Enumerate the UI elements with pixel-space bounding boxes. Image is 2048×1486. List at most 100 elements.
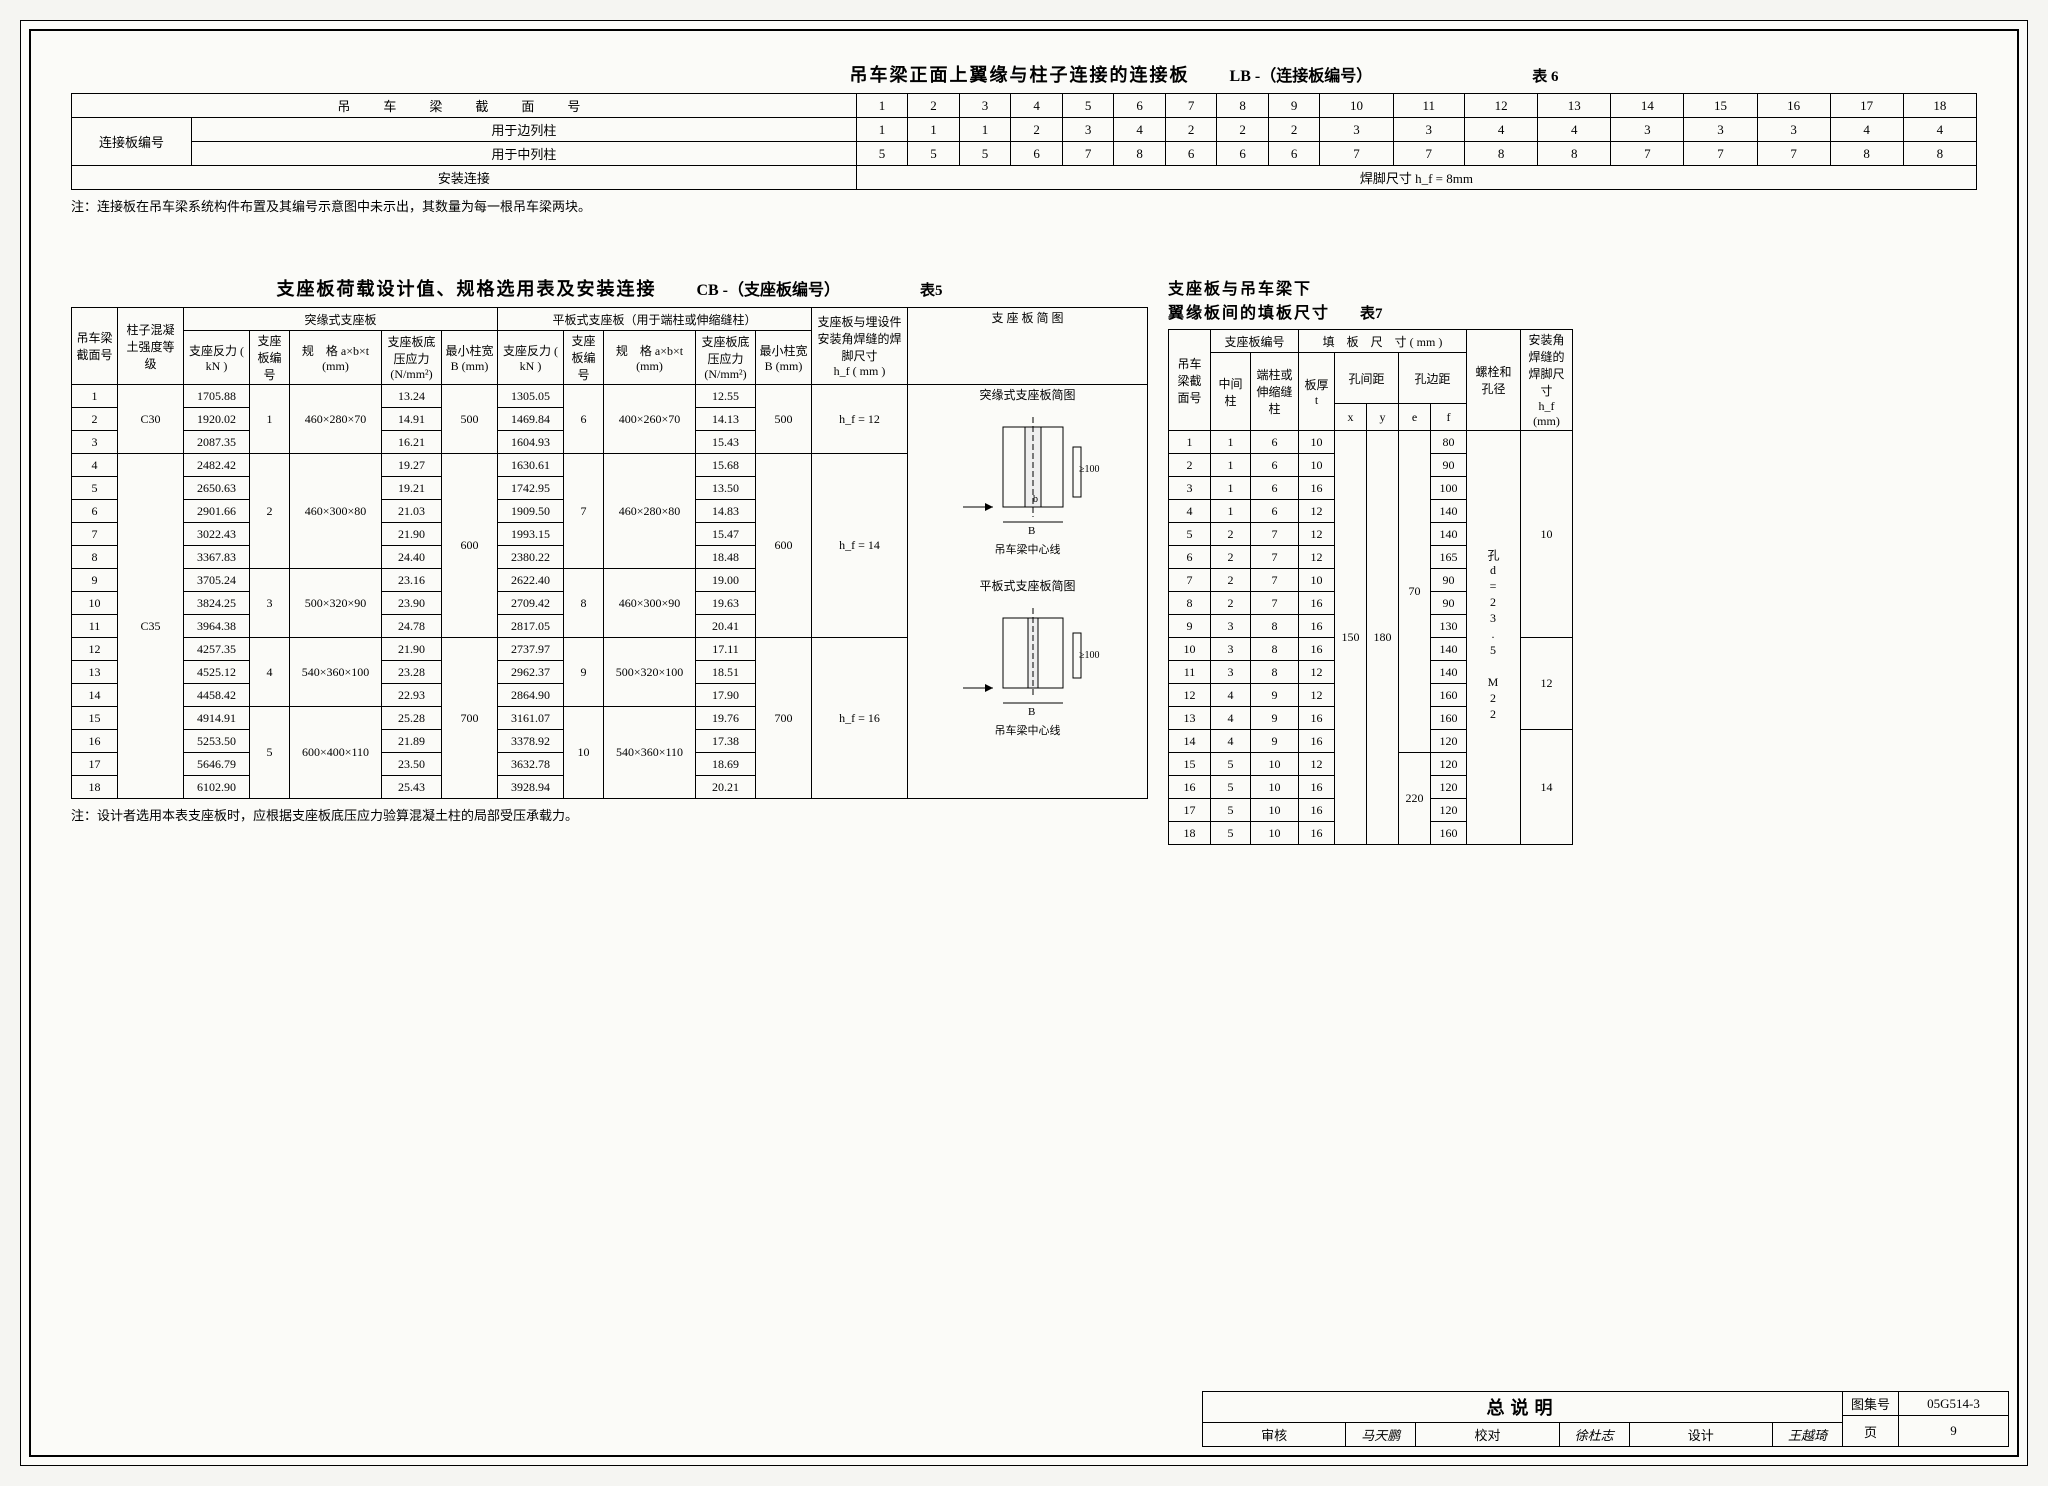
cell: 9 <box>1169 615 1211 638</box>
h-c0: 吊车梁截面号 <box>72 308 118 385</box>
cell: 17 <box>72 753 118 776</box>
cell: 1469.84 <box>498 408 564 431</box>
cell: 6102.90 <box>184 776 250 799</box>
cell: 8 <box>1465 142 1538 166</box>
cell: h_f = 14 <box>812 454 908 638</box>
cell: 1909.50 <box>498 500 564 523</box>
cell: 6 <box>1165 142 1217 166</box>
cell: 7 <box>1062 142 1114 166</box>
h: 支座板编号 <box>1211 330 1299 353</box>
cell: 500×320×100 <box>604 638 696 707</box>
cell: 6 <box>1217 142 1269 166</box>
cell: 5 <box>856 142 908 166</box>
cell: 140 <box>1431 638 1467 661</box>
t6-leftlabel: 连接板编号 <box>72 118 192 166</box>
cell: 3 <box>1320 118 1393 142</box>
cell: 10 <box>1251 822 1299 845</box>
cell: 1305.05 <box>498 385 564 408</box>
cell: 11 <box>72 615 118 638</box>
cell: 19.00 <box>696 569 756 592</box>
cell: 7 <box>1165 94 1217 118</box>
table-row: 用于中列柱 555678666778877788 <box>72 142 1977 166</box>
cell: 8 <box>1217 94 1269 118</box>
cell: 12 <box>1299 661 1335 684</box>
cell: 21.90 <box>382 638 442 661</box>
cell: 5646.79 <box>184 753 250 776</box>
cell: 120 <box>1431 776 1467 799</box>
cell: 王越琦 <box>1772 1423 1842 1447</box>
cell: 6 <box>1251 454 1299 477</box>
cell: 孔d=23.5 M22 <box>1467 431 1521 845</box>
cell: 4914.91 <box>184 707 250 730</box>
cell: 7 <box>1251 592 1299 615</box>
atlas-label: 图集号 <box>1842 1392 1898 1416</box>
cell: 2482.42 <box>184 454 250 477</box>
cell: 18 <box>1169 822 1211 845</box>
diag2-label: 吊车梁中心线 <box>911 722 1144 738</box>
cell: 500×320×90 <box>290 569 382 638</box>
h: 端柱或伸缩缝柱 <box>1251 353 1299 431</box>
t6-r3value: 焊脚尺寸 h_f = 8mm <box>856 166 1976 190</box>
cell: 500 <box>756 385 812 454</box>
cell: 4 <box>1903 118 1976 142</box>
cell: 12 <box>1521 638 1573 730</box>
cell: 460×280×70 <box>290 385 382 454</box>
cell: 17 <box>1169 799 1211 822</box>
cell: 7 <box>1393 142 1465 166</box>
cell: 7 <box>1320 142 1393 166</box>
cell: 17 <box>1830 94 1903 118</box>
cell: 14 <box>1611 94 1684 118</box>
page-num: 9 <box>1899 1416 2009 1447</box>
cell: 6 <box>1114 94 1166 118</box>
table-row: 总说明 图集号 05G514-3 <box>1202 1392 2008 1416</box>
cell: 2737.97 <box>498 638 564 661</box>
cell: 2 <box>1217 118 1269 142</box>
cell: 460×280×80 <box>604 454 696 569</box>
h-g2: 平板式支座板（用于端柱或伸缩缝柱） <box>498 308 812 331</box>
h: 板厚 t <box>1299 353 1335 431</box>
h: 支座板底压应力 (N/mm²) <box>382 331 442 385</box>
cell: 15.43 <box>696 431 756 454</box>
cell: 2864.90 <box>498 684 564 707</box>
cell: 500 <box>442 385 498 454</box>
h: 规 格 a×b×t (mm) <box>604 331 696 385</box>
table7: 吊车梁截面号 支座板编号 填 板 尺 寸 ( mm ) 螺栓和孔径 安装角焊缝的… <box>1168 329 1573 845</box>
cell: 10 <box>1251 776 1299 799</box>
cell: 4525.12 <box>184 661 250 684</box>
cell: 16 <box>1169 776 1211 799</box>
cell: 1920.02 <box>184 408 250 431</box>
cell: 180 <box>1367 431 1399 845</box>
cell: 7 <box>1757 142 1830 166</box>
cell: 540×360×100 <box>290 638 382 707</box>
cell: 23.28 <box>382 661 442 684</box>
table7-title-l2: 翼缘板间的填板尺寸 <box>1168 299 1330 323</box>
cell: 3705.24 <box>184 569 250 592</box>
cell: 18.69 <box>696 753 756 776</box>
cell: 140 <box>1431 523 1467 546</box>
cell: 2 <box>1268 118 1320 142</box>
cell: 12.55 <box>696 385 756 408</box>
cell: 1 <box>1169 431 1211 454</box>
cell: 1630.61 <box>498 454 564 477</box>
footer-table: 总说明 图集号 05G514-3 页 9 审核 马天鹏 校对 徐杜志 设计 王越… <box>1202 1391 2009 1447</box>
cell: 3378.92 <box>498 730 564 753</box>
cell: 3 <box>1211 638 1251 661</box>
cell: 19.21 <box>382 477 442 500</box>
cell: 12 <box>1299 500 1335 523</box>
cell: 5 <box>908 142 960 166</box>
cell: 8 <box>1538 142 1611 166</box>
svg-text:≥100: ≥100 <box>1079 464 1100 475</box>
cell: 10 <box>1251 799 1299 822</box>
table7-title-l1: 支座板与吊车梁下 <box>1168 275 1312 299</box>
cell: 13.50 <box>696 477 756 500</box>
cell: 徐杜志 <box>1559 1423 1629 1447</box>
cell: 24.40 <box>382 546 442 569</box>
h: 孔间距 <box>1335 353 1399 404</box>
cell: 7 <box>1251 523 1299 546</box>
table5-title-row: 支座板荷载设计值、规格选用表及安装连接 CB -（支座板编号） 表5 <box>71 275 1148 301</box>
cell: 3 <box>1211 615 1251 638</box>
cell: 4 <box>72 454 118 477</box>
cell: 2 <box>908 94 960 118</box>
cell: 14.91 <box>382 408 442 431</box>
cell: 18.48 <box>696 546 756 569</box>
